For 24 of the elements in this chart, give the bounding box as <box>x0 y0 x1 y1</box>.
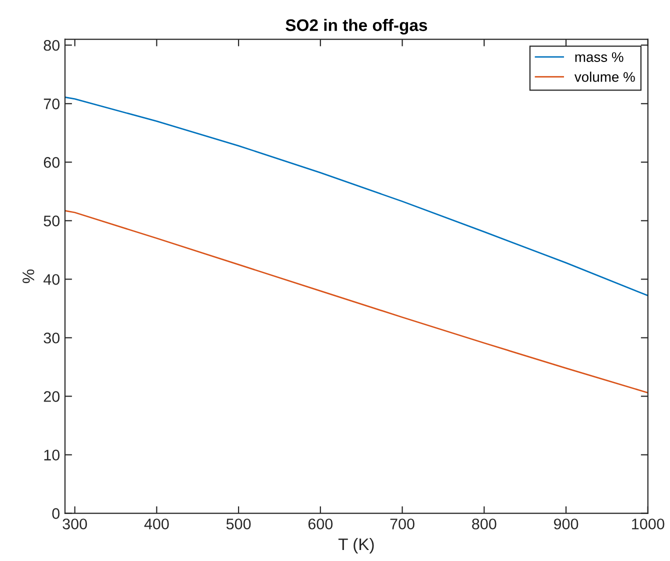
x-tick-label: 500 <box>226 518 251 530</box>
x-tick-label: 1000 <box>632 518 664 530</box>
y-tick-label: 60 <box>44 157 60 168</box>
y-tick-label: 10 <box>44 450 60 460</box>
y-tick-label: 30 <box>44 332 60 344</box>
y-tick-label: 70 <box>44 98 60 110</box>
x-tick-label: 300 <box>62 518 87 530</box>
legend-label: mass % <box>575 52 624 62</box>
y-tick-label: 80 <box>44 40 60 51</box>
x-tick-label: 800 <box>472 518 496 530</box>
x-tick-label: 400 <box>144 518 169 530</box>
line-series <box>64 96 648 296</box>
x-tick-label: 900 <box>554 518 578 530</box>
chart-title: SO2 in the off-gas <box>286 18 428 34</box>
legend-label: volume % <box>574 72 635 82</box>
y-axis-title: % <box>22 269 34 284</box>
x-axis-title: T (K) <box>338 538 374 554</box>
y-tick-label: 20 <box>44 391 60 402</box>
line-series <box>64 210 648 394</box>
x-tick-label: 700 <box>390 518 414 530</box>
y-tick-label: 50 <box>44 216 60 226</box>
x-tick-label: 600 <box>308 518 333 530</box>
y-tick-label: 0 <box>52 508 60 519</box>
y-tick-label: 40 <box>43 274 60 285</box>
